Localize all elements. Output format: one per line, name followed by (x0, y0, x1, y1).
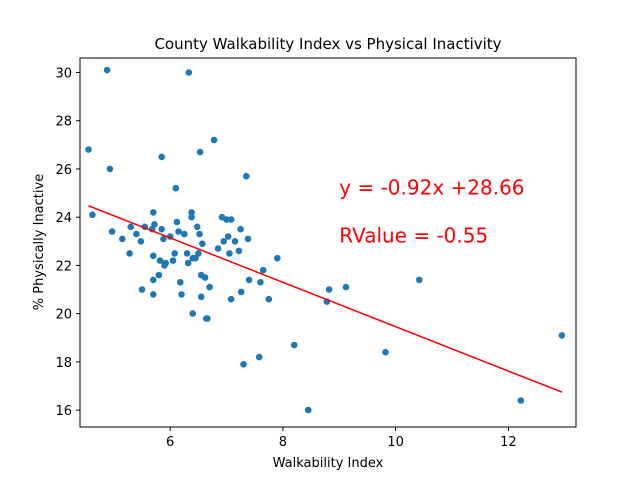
data-point (237, 225, 244, 233)
data-point (227, 216, 235, 223)
data-point (150, 291, 157, 298)
y-tick-label: 20 (55, 308, 72, 323)
data-point (150, 276, 157, 284)
r-value-label: RValue = -0.55 (339, 224, 488, 248)
data-point (224, 233, 232, 240)
data-point (245, 276, 253, 284)
data-point (255, 353, 263, 361)
data-point (169, 257, 177, 264)
data-point (150, 252, 157, 260)
data-point (193, 223, 201, 231)
data-point (220, 238, 227, 245)
data-point (158, 153, 165, 161)
data-point (227, 295, 235, 303)
data-point (189, 310, 196, 317)
data-point (188, 209, 195, 216)
data-point (133, 230, 140, 238)
data-point (265, 295, 273, 303)
data-point (325, 286, 333, 293)
x-tick-label: 10 (387, 435, 404, 450)
y-tick-label: 30 (55, 66, 72, 81)
data-point (196, 148, 204, 156)
data-point (181, 230, 188, 238)
y-tick-label: 24 (55, 211, 72, 226)
data-point (178, 291, 185, 298)
data-point (138, 286, 146, 293)
data-point (175, 228, 182, 235)
data-point (244, 235, 252, 243)
data-point (126, 250, 133, 257)
plot-area: y = -0.92x +28.66 RValue = -0.55 (85, 66, 566, 414)
data-point (257, 279, 264, 286)
data-point (223, 216, 230, 223)
plot-frame (79, 57, 577, 428)
data-point (195, 250, 202, 257)
y-tick-label: 22 (55, 259, 72, 274)
data-point (199, 240, 206, 247)
data-point (106, 165, 114, 173)
data-point (382, 348, 389, 356)
x-tick-label: 6 (166, 435, 174, 450)
data-point (155, 271, 163, 279)
data-point (172, 184, 180, 192)
data-point (196, 230, 203, 238)
regression-equation-label: y = -0.92x +28.66 (339, 175, 524, 199)
data-point (89, 211, 96, 219)
data-point (119, 235, 126, 243)
data-point (177, 279, 184, 286)
data-point (231, 238, 239, 245)
data-point (183, 250, 191, 257)
data-point (274, 254, 281, 262)
x-axis: 6 8 10 12 (166, 427, 517, 450)
data-point (305, 406, 312, 414)
data-point (162, 259, 169, 267)
data-point (127, 223, 134, 231)
regression-line (88, 205, 563, 393)
data-point (156, 257, 164, 264)
y-tick-label: 26 (55, 163, 72, 178)
data-point (137, 238, 145, 245)
data-point (151, 221, 158, 228)
x-tick-label: 12 (500, 435, 517, 450)
data-point (150, 209, 157, 216)
y-axis-label: % Physically Inactive (32, 174, 47, 310)
data-point (226, 250, 233, 257)
data-point (103, 66, 111, 74)
data-point (171, 250, 178, 257)
data-point (240, 361, 247, 368)
data-point (558, 332, 566, 339)
x-tick-label: 8 (279, 435, 287, 450)
data-point (517, 397, 525, 404)
data-point (185, 69, 193, 76)
y-tick-label: 16 (55, 404, 72, 419)
data-point (184, 259, 192, 267)
data-point (158, 225, 165, 233)
data-point (204, 315, 211, 322)
data-point (160, 235, 167, 243)
data-point (342, 283, 350, 291)
data-point (108, 228, 116, 235)
data-point (290, 341, 298, 349)
data-point (237, 288, 245, 296)
y-axis: 16 18 20 22 24 26 28 30 (55, 66, 80, 419)
data-point (188, 213, 195, 221)
x-axis-label: Walkability Index (273, 456, 384, 471)
y-tick-label: 28 (55, 115, 72, 130)
data-point (201, 274, 209, 281)
data-point (243, 172, 250, 180)
data-point (206, 283, 213, 291)
data-point (210, 136, 218, 144)
data-point (85, 146, 92, 153)
data-point (416, 276, 423, 284)
data-point (197, 293, 205, 301)
data-point (259, 266, 267, 274)
data-point (214, 245, 222, 252)
chart-title: County Walkability Index vs Physical Ina… (154, 35, 501, 53)
data-point (235, 247, 243, 255)
data-point (173, 218, 181, 226)
data-point (192, 254, 199, 262)
y-tick-label: 18 (55, 356, 72, 371)
